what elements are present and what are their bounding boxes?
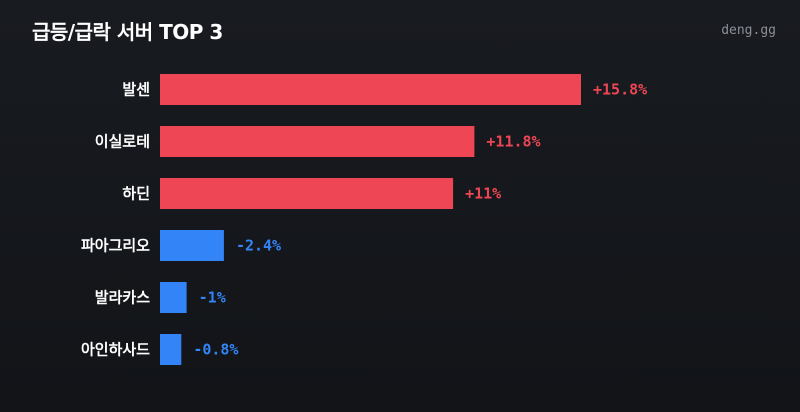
- bar-row: 아인하사드 -0.8%: [81, 334, 238, 365]
- value-label: -2.4%: [236, 237, 281, 255]
- category-label: 하딘: [122, 185, 150, 203]
- bar-row: 이실로테 +11.8%: [95, 126, 541, 157]
- category-label: 아인하사드: [81, 341, 150, 359]
- bar-negative: [160, 282, 187, 313]
- bar-row: 하딘 +11%: [122, 178, 501, 209]
- value-label: +15.8%: [593, 81, 647, 99]
- category-label: 파아그리오: [81, 237, 150, 255]
- chart-title: 급등/급락 서버 TOP 3: [32, 20, 223, 44]
- bar-row: 발센 +15.8%: [122, 74, 647, 105]
- bar-positive: [160, 74, 581, 105]
- bar-positive: [160, 178, 454, 209]
- bar-row: 발라카스 -1%: [95, 282, 226, 313]
- category-label: 발센: [122, 81, 150, 99]
- value-label: -1%: [199, 289, 226, 307]
- bars-layer: 발센 +15.8% 이실로테 +11.8% 하딘 +11% 파아그리오 -2.4% 발라카스 -1…: [81, 74, 647, 365]
- bar-negative: [160, 230, 224, 261]
- value-label: -0.8%: [193, 341, 238, 359]
- value-label: +11%: [465, 185, 501, 203]
- bar-row: 파아그리오 -2.4%: [81, 230, 281, 261]
- bar-positive: [160, 126, 475, 157]
- category-label: 발라카스: [95, 289, 150, 307]
- watermark: deng.gg: [721, 23, 776, 38]
- category-label: 이실로테: [95, 133, 150, 151]
- value-label: +11.8%: [486, 133, 540, 151]
- bar-negative: [160, 334, 182, 365]
